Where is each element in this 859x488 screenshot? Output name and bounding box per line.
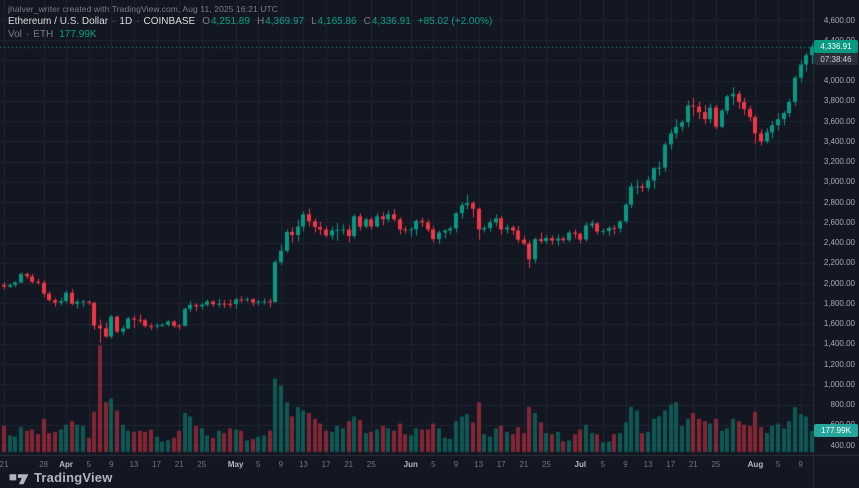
time-tick-label: Aug: [747, 460, 764, 469]
price-axis-label: 400.00: [830, 440, 855, 450]
time-tick-label: 17: [496, 460, 506, 469]
price-axis-label: 1,400.00: [823, 339, 855, 349]
close-label: C: [363, 16, 371, 27]
separator-dot: ·: [112, 16, 116, 27]
last-price-badge: 4,336.91: [814, 40, 858, 54]
high-label: H: [256, 16, 265, 27]
time-tick-label: 9: [109, 460, 114, 469]
volume-legend-row: Vol · ETH 177.99K: [8, 28, 492, 41]
chart-legend: Ethereum / U.S. Dollar · 1D · COINBASE O…: [8, 15, 492, 41]
price-axis-label: 1,200.00: [823, 359, 855, 369]
low-label: L: [311, 16, 317, 27]
price-axis-label: 800.00: [830, 400, 855, 410]
time-tick-label: 5: [256, 460, 261, 469]
price-axis-label: 4,600.00: [823, 15, 855, 25]
time-tick-label: 21: [688, 460, 698, 469]
symbol-title[interactable]: Ethereum / U.S. Dollar: [8, 16, 109, 27]
price-axis-label: 2,800.00: [823, 197, 855, 207]
time-tick-label: 13: [298, 460, 308, 469]
price-axis-label: 1,800.00: [823, 298, 855, 308]
time-tick-label: 21: [519, 460, 529, 469]
time-tick-label: 25: [541, 460, 551, 469]
interval-label[interactable]: 1D: [119, 16, 133, 27]
time-tick-label: 28: [39, 460, 48, 469]
time-tick-label: 9: [453, 460, 459, 469]
price-axis-label: 3,200.00: [823, 157, 855, 167]
bar-countdown-badge: 07:38:46: [814, 53, 858, 66]
exchange-label[interactable]: COINBASE: [143, 16, 196, 27]
time-tick-label: 5: [775, 460, 781, 469]
time-tick-label: 25: [711, 460, 721, 469]
price-axis-label: 3,800.00: [823, 96, 855, 106]
time-tick-label: 9: [798, 460, 803, 469]
price-axis-label: 4,000.00: [823, 76, 855, 86]
time-tick-label: 9: [278, 460, 284, 469]
volume-badge: 177.99K: [814, 424, 858, 438]
separator-dot: ·: [136, 16, 140, 27]
change-value: +85.02 (+2.00%): [417, 16, 493, 27]
open-value: 4,251.89: [211, 16, 250, 27]
tradingview-logo-icon: [9, 474, 29, 485]
time-tick-label: 13: [129, 460, 139, 469]
price-axis-label: 3,000.00: [823, 177, 855, 187]
time-tick-label: 25: [197, 460, 207, 469]
volume-indicator-label[interactable]: Vol: [8, 29, 22, 40]
attribution-text: jhalver_writer created with TradingView.…: [8, 4, 279, 14]
symbol-legend-row: Ethereum / U.S. Dollar · 1D · COINBASE O…: [8, 15, 492, 28]
time-tick-label: Jul: [574, 460, 587, 469]
time-tick-label: May: [227, 460, 244, 469]
time-tick-label: 9: [623, 460, 628, 469]
separator-dot: ·: [25, 29, 30, 40]
price-axis-label: 1,000.00: [823, 379, 855, 389]
time-tick-label: Jun: [403, 460, 418, 469]
time-tick-label: 17: [666, 460, 676, 469]
high-value: 4,369.97: [265, 16, 305, 27]
time-tick-label: 5: [600, 460, 606, 469]
time-tick-label: 13: [474, 460, 484, 469]
time-tick-label: 17: [321, 460, 331, 469]
time-tick-label: 5: [431, 460, 436, 469]
time-tick-label: Apr: [59, 460, 74, 469]
tradingview-logo[interactable]: TradingView: [9, 469, 113, 485]
time-tick-label: 17: [152, 460, 161, 469]
volume-symbol-label: ETH: [33, 29, 54, 40]
price-axis-label: 2,400.00: [823, 238, 855, 248]
volume-value: 177.99K: [59, 29, 97, 40]
price-axis[interactable]: 4,600.004,400.004,200.004,000.003,800.00…: [813, 0, 859, 455]
time-tick-label: 13: [643, 460, 653, 469]
time-tick-label: 21: [0, 460, 9, 469]
low-value: 4,165.86: [317, 16, 357, 27]
price-axis-label: 1,600.00: [823, 319, 855, 329]
price-axis-label: 2,200.00: [823, 258, 855, 268]
time-axis[interactable]: 21 28 Apr 5 9 13 17 21 25 May 5 9 13 17 21 25 Jun 5 9 13 17 2…: [0, 455, 813, 488]
time-tick-label: 25: [366, 460, 376, 469]
price-axis-label: 2,000.00: [823, 278, 855, 288]
open-label: O: [202, 16, 210, 27]
time-tick-label: 21: [344, 460, 354, 469]
price-axis-label: 3,600.00: [823, 116, 855, 126]
tradingview-logo-text: TradingView: [34, 469, 113, 485]
price-axis-label: 2,600.00: [823, 217, 855, 227]
close-value: 4,336.91: [371, 16, 411, 27]
time-tick-label: 21: [174, 460, 184, 469]
price-axis-label: 3,400.00: [823, 136, 855, 146]
time-tick-label: 5: [86, 460, 91, 469]
